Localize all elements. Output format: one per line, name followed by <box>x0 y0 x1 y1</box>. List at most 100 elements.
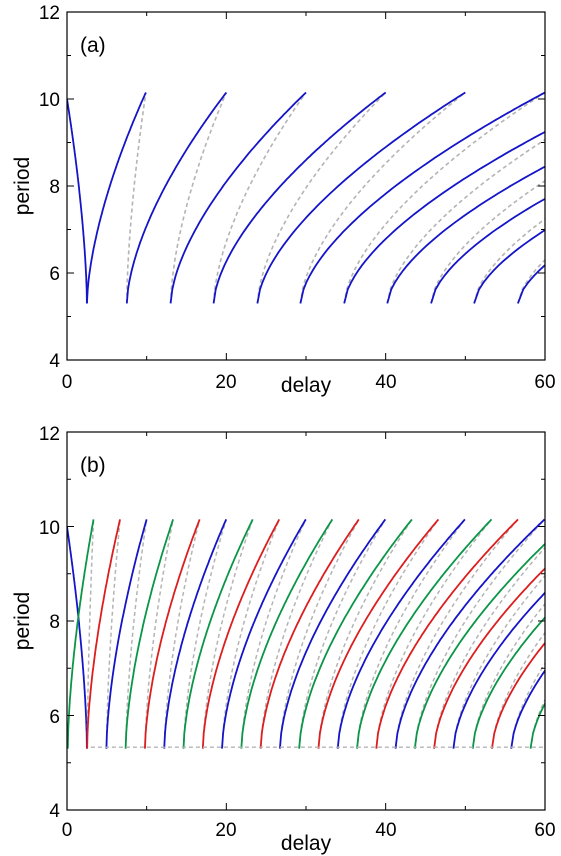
y-tick-label: 4 <box>49 801 60 822</box>
stable-branch <box>67 526 88 749</box>
stable-branch <box>67 98 88 304</box>
stable-branch <box>256 91 466 304</box>
unstable-branch <box>169 92 228 304</box>
stable-branch <box>298 518 413 749</box>
unstable-branch <box>356 518 466 749</box>
stable-branch <box>375 518 519 749</box>
unstable-branch <box>105 519 121 749</box>
y-tick-label: 10 <box>39 90 60 111</box>
plot-area-a <box>67 91 545 304</box>
stable-branch <box>430 197 545 304</box>
unstable-branch <box>144 519 174 749</box>
stable-branch <box>182 518 254 749</box>
stable-branch <box>491 641 545 749</box>
x-tick-label: 60 <box>534 820 555 841</box>
ticks-b <box>66 431 546 811</box>
curves-b <box>67 518 561 749</box>
y-tick-label: 8 <box>49 177 60 198</box>
unstable-branch <box>550 519 561 748</box>
unstable-branch <box>182 519 227 749</box>
y-tick-label: 4 <box>49 351 60 372</box>
stable-branch <box>163 519 228 749</box>
unstable-branch <box>298 519 386 749</box>
unstable-branch <box>86 519 95 749</box>
unstable-branch <box>517 258 545 304</box>
unstable-branch <box>163 519 201 749</box>
x-tick-label: 40 <box>375 820 396 841</box>
stable-branch <box>259 518 360 749</box>
stable-branch <box>394 518 545 749</box>
stable-branch <box>452 591 545 749</box>
stable-branch <box>279 518 387 749</box>
y-axis-label-b: period <box>11 592 34 650</box>
y-tick-label: 6 <box>49 264 60 285</box>
x-tick-label: 40 <box>375 372 396 393</box>
stable-branch <box>105 519 148 749</box>
stable-branch <box>386 165 545 304</box>
stable-branch <box>86 92 147 304</box>
stable-branch <box>144 519 201 749</box>
plot-area-b <box>67 518 561 749</box>
unstable-branch <box>299 91 466 304</box>
stable-branch <box>317 518 440 749</box>
y-tick-label: 8 <box>49 612 60 633</box>
unstable-branch <box>386 138 545 304</box>
y-tick-label: 12 <box>39 3 60 24</box>
x-axis-label-a: delay <box>281 374 332 397</box>
unstable-branch <box>256 91 387 304</box>
stable-branch <box>169 91 307 304</box>
stable-branch <box>212 91 387 304</box>
unstable-branch <box>260 519 333 749</box>
stable-branch <box>510 669 545 749</box>
y-tick-label: 12 <box>39 424 60 445</box>
unstable-branch <box>472 602 545 749</box>
plot-frame-b <box>66 431 546 811</box>
stable-branch <box>473 228 545 304</box>
unstable-branch <box>125 519 148 749</box>
stable-branch <box>343 130 545 304</box>
stable-branch <box>471 616 545 749</box>
unstable-branch <box>279 519 360 749</box>
stable-branch <box>517 263 545 304</box>
panel-label-b: (b) <box>80 454 106 477</box>
stable-branch <box>67 519 95 749</box>
unstable-branch <box>452 574 545 749</box>
x-tick-label: 0 <box>62 820 73 841</box>
unstable-branch <box>212 92 307 304</box>
chart-panel-a: (a) delay period 0 20 40 60 4 6 8 10 12 <box>11 3 556 397</box>
x-axis-label-b: delay <box>281 832 332 855</box>
unstable-branch <box>430 179 545 304</box>
stable-branch <box>413 542 545 749</box>
ticks-a <box>66 11 546 361</box>
stable-branch <box>86 519 121 749</box>
stable-branch <box>221 518 307 749</box>
plot-frame-a <box>66 11 546 361</box>
unstable-branch <box>221 519 280 749</box>
chart-panel-b: (b) delay period 0 20 40 60 4 6 8 10 12 <box>11 424 561 855</box>
stable-branch <box>356 518 493 749</box>
unstable-branch <box>317 518 413 749</box>
unstable-branch <box>337 518 440 749</box>
stable-branch <box>240 518 334 749</box>
y-tick-label: 10 <box>39 518 60 539</box>
unstable-branch <box>126 92 147 304</box>
stable-branch <box>433 567 545 749</box>
unstable-branch <box>414 518 545 749</box>
unstable-branch <box>491 631 545 749</box>
curves-a <box>67 91 545 304</box>
stable-branch <box>201 518 281 749</box>
stable-branch <box>299 91 545 304</box>
x-tick-label: 0 <box>62 372 73 393</box>
y-axis-label-a: period <box>11 157 34 215</box>
y-tick-label: 6 <box>49 707 60 728</box>
unstable-branch <box>375 518 493 749</box>
x-tick-label: 20 <box>215 372 236 393</box>
stable-branch <box>125 91 228 304</box>
panel-label-a: (a) <box>80 34 106 57</box>
x-tick-label: 20 <box>215 820 236 841</box>
unstable-branch <box>433 546 545 749</box>
unstable-branch <box>343 91 545 304</box>
stable-branch <box>336 518 466 749</box>
x-tick-label: 60 <box>534 372 555 393</box>
